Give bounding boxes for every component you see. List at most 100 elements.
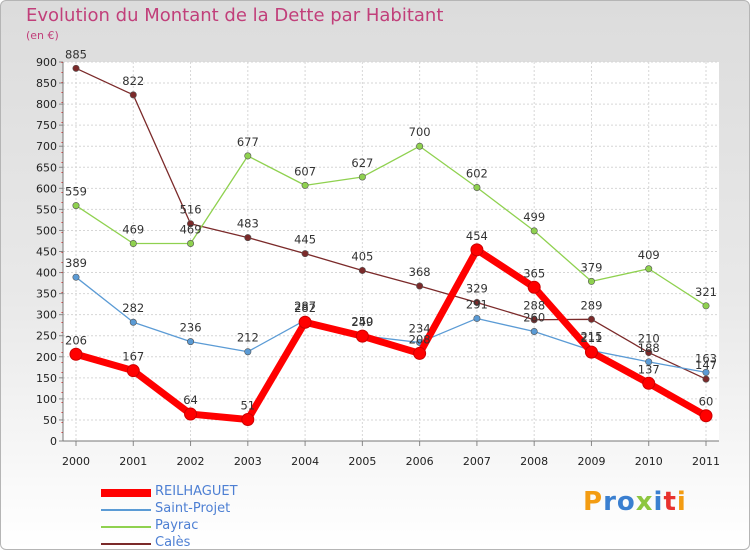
legend-label: Calès bbox=[155, 535, 191, 550]
data-label: 163 bbox=[695, 351, 717, 365]
data-label: 700 bbox=[409, 125, 431, 139]
data-label: 559 bbox=[65, 185, 87, 199]
data-label: 234 bbox=[409, 321, 431, 335]
data-labels: 885 822 516 483 445 405 368 329 288 289 210 147 559 4… bbox=[65, 47, 717, 412]
data-label: 677 bbox=[237, 135, 259, 149]
data-point bbox=[129, 318, 137, 326]
unit-label: (en €) bbox=[26, 29, 59, 42]
data-point bbox=[527, 280, 541, 294]
data-label: 288 bbox=[523, 299, 545, 313]
data-point bbox=[126, 364, 140, 378]
data-label: 885 bbox=[65, 47, 87, 61]
data-point bbox=[72, 273, 80, 281]
data-point bbox=[187, 239, 195, 247]
legend-item: Payrac bbox=[101, 518, 321, 536]
data-label: 469 bbox=[180, 222, 202, 236]
data-point bbox=[187, 338, 195, 346]
data-label: 291 bbox=[466, 297, 488, 311]
data-point bbox=[530, 227, 538, 235]
series-line-payrac bbox=[75, 145, 707, 307]
data-label: 365 bbox=[523, 266, 545, 280]
data-point bbox=[129, 91, 137, 99]
data-point bbox=[587, 315, 595, 323]
data-point bbox=[358, 266, 366, 274]
x-tick-label: 2007 bbox=[463, 455, 491, 468]
series-layer bbox=[69, 64, 713, 427]
y-tick-label: 700 bbox=[36, 140, 57, 153]
x-tick-label: 2003 bbox=[234, 455, 262, 468]
y-tick-label: 850 bbox=[36, 77, 57, 90]
data-point bbox=[699, 409, 713, 423]
data-label: 469 bbox=[122, 222, 144, 236]
x-tick-label: 2010 bbox=[635, 455, 663, 468]
x-tick-label: 2006 bbox=[406, 455, 434, 468]
data-point bbox=[184, 407, 198, 421]
data-point bbox=[702, 368, 710, 376]
data-point bbox=[645, 265, 653, 273]
data-label: 627 bbox=[351, 156, 373, 170]
legend-item: Calès bbox=[101, 535, 321, 550]
data-point bbox=[72, 202, 80, 210]
x-tick-label: 2002 bbox=[177, 455, 205, 468]
data-label: 64 bbox=[183, 393, 198, 407]
data-label: 282 bbox=[294, 301, 316, 315]
data-point bbox=[416, 142, 424, 150]
data-label: 454 bbox=[466, 229, 488, 243]
x-tick-label: 2005 bbox=[348, 455, 376, 468]
legend-swatch bbox=[101, 489, 151, 497]
y-tick-label: 200 bbox=[36, 351, 57, 364]
series-line-reilhaguet bbox=[72, 246, 710, 424]
y-tick-label: 400 bbox=[36, 267, 57, 280]
x-tick-label: 2009 bbox=[577, 455, 605, 468]
data-label: 499 bbox=[523, 210, 545, 224]
data-label: 389 bbox=[65, 256, 87, 270]
data-label: 236 bbox=[180, 321, 202, 335]
axes: 0 50 100 150 200 250 300 350 400 450 500 550 600 650 7… bbox=[36, 56, 720, 468]
y-tick-label: 0 bbox=[50, 435, 57, 448]
data-point bbox=[587, 277, 595, 285]
data-point bbox=[187, 220, 195, 228]
data-point bbox=[473, 183, 481, 191]
data-point bbox=[298, 315, 312, 329]
data-label: 250 bbox=[351, 315, 373, 329]
legend-label: Payrac bbox=[155, 518, 199, 533]
data-label: 602 bbox=[466, 166, 488, 180]
y-tick-label: 350 bbox=[36, 288, 57, 301]
y-tick-label: 100 bbox=[36, 393, 57, 406]
data-point bbox=[244, 152, 252, 160]
data-point bbox=[244, 234, 252, 242]
data-point bbox=[301, 181, 309, 189]
data-label: 147 bbox=[695, 358, 717, 372]
data-label: 483 bbox=[237, 217, 259, 231]
proxiti-logo: Proxiti bbox=[583, 487, 687, 517]
data-label: 516 bbox=[180, 203, 202, 217]
x-tick-label: 2000 bbox=[62, 455, 90, 468]
data-label: 368 bbox=[409, 265, 431, 279]
data-label: 329 bbox=[466, 281, 488, 295]
data-point bbox=[358, 173, 366, 181]
data-label: 51 bbox=[240, 399, 255, 413]
data-point bbox=[530, 316, 538, 324]
x-tick-label: 2008 bbox=[520, 455, 548, 468]
y-tick-label: 250 bbox=[36, 330, 57, 343]
data-point bbox=[642, 376, 656, 390]
y-tick-label: 50 bbox=[43, 414, 57, 427]
y-tick-label: 750 bbox=[36, 119, 57, 132]
data-point bbox=[645, 358, 653, 366]
data-label: 211 bbox=[580, 331, 602, 345]
data-point bbox=[645, 349, 653, 357]
data-point bbox=[473, 298, 481, 306]
data-point bbox=[241, 413, 255, 427]
data-label: 137 bbox=[638, 362, 660, 376]
y-tick-label: 450 bbox=[36, 246, 57, 259]
data-point bbox=[355, 329, 369, 343]
data-point bbox=[470, 243, 484, 257]
data-point bbox=[702, 302, 710, 310]
data-label: 822 bbox=[122, 74, 144, 88]
data-label: 167 bbox=[122, 350, 144, 364]
data-label: 260 bbox=[523, 311, 545, 325]
data-point bbox=[413, 346, 427, 360]
legend-label: Saint-Projet bbox=[155, 501, 231, 516]
data-label: 60 bbox=[699, 395, 714, 409]
data-point bbox=[702, 375, 710, 383]
